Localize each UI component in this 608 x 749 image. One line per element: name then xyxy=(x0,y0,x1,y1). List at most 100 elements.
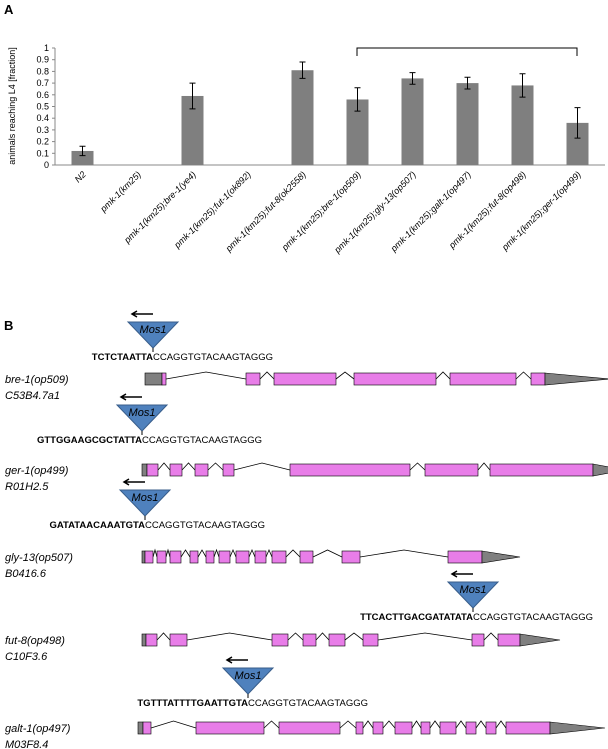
intron xyxy=(382,720,396,729)
exon xyxy=(142,721,152,735)
exon xyxy=(254,550,267,564)
transposon xyxy=(221,667,275,695)
exon xyxy=(273,372,337,386)
flank-sequence: TCTCTAATTA xyxy=(92,352,153,363)
error-bar xyxy=(464,76,471,90)
intron xyxy=(312,549,343,558)
intron xyxy=(409,462,426,471)
transposon-label: Mos1 xyxy=(129,407,156,419)
intron xyxy=(435,371,451,380)
intron xyxy=(152,548,158,558)
utr-tail xyxy=(519,633,561,647)
intron xyxy=(229,548,237,558)
allele-label: gly-13(op507) xyxy=(5,552,73,564)
exon xyxy=(169,550,182,564)
exon xyxy=(362,633,379,647)
error-bar xyxy=(574,107,581,139)
exon xyxy=(189,550,199,564)
bar xyxy=(456,83,479,165)
y-tick-label: 0.2 xyxy=(36,137,49,147)
y-tick-label: 0.9 xyxy=(36,55,49,65)
exon xyxy=(245,372,261,386)
arrow xyxy=(130,310,153,318)
exon xyxy=(424,463,479,477)
flank-sequence: GTTGGAAGCGCTATTA xyxy=(37,435,142,446)
flank-sequence: GATATAACAAATGTA xyxy=(49,520,145,531)
exon xyxy=(485,721,497,735)
transposon xyxy=(126,321,180,349)
intron xyxy=(455,720,467,729)
intron xyxy=(495,720,507,729)
y-axis-label: animals reaching L4 [fraction] xyxy=(7,47,17,165)
intron xyxy=(259,371,275,380)
sequence: CCAGGTGTACAAGTAGGG xyxy=(153,352,273,363)
utr-tail xyxy=(481,550,521,564)
intron xyxy=(362,720,374,729)
intron xyxy=(233,462,291,471)
error-bar xyxy=(409,72,416,85)
y-tick-label: 0.6 xyxy=(36,90,49,100)
intron xyxy=(359,549,449,558)
utr-tail xyxy=(544,372,608,386)
arrow xyxy=(450,570,473,578)
intron xyxy=(181,462,196,471)
bar xyxy=(346,99,369,165)
y-tick-label: 0.5 xyxy=(36,102,49,112)
y-tick-label: 1 xyxy=(44,43,49,53)
exon xyxy=(530,372,546,386)
transposon-label: Mos1 xyxy=(140,324,167,336)
sequence: CCAGGTGTACAAGTAGGG xyxy=(473,612,593,623)
transposon-label: Mos1 xyxy=(132,492,159,504)
intron xyxy=(377,632,473,641)
transposon-label: Mos1 xyxy=(235,670,262,682)
sequence: CCAGGTGTACAAGTAGGG xyxy=(145,520,265,531)
panel-label: A xyxy=(4,2,14,17)
x-tick-label: pmk-1(km25) xyxy=(98,169,143,214)
transposon xyxy=(446,581,500,609)
exon xyxy=(355,721,364,735)
intron xyxy=(335,371,355,380)
arrow xyxy=(225,656,248,664)
exon xyxy=(278,721,341,735)
intron xyxy=(186,632,273,641)
intron xyxy=(344,632,364,641)
exon xyxy=(235,550,250,564)
panel-label: B xyxy=(4,318,13,333)
intron xyxy=(213,548,220,558)
intron xyxy=(165,548,171,558)
exon xyxy=(489,463,594,477)
bar xyxy=(566,122,589,165)
y-tick-label: 0.4 xyxy=(36,113,49,123)
intron xyxy=(263,720,280,729)
bar xyxy=(181,95,204,165)
bar xyxy=(511,85,534,165)
exon xyxy=(299,550,314,564)
bar xyxy=(401,78,424,165)
exon xyxy=(341,550,361,564)
bracket xyxy=(356,47,578,56)
transposon xyxy=(115,404,169,432)
intron xyxy=(180,549,191,558)
intron xyxy=(265,548,273,558)
exon xyxy=(439,721,457,735)
intron xyxy=(515,371,532,380)
x-tick-label: N2 xyxy=(73,169,88,184)
utr xyxy=(137,721,144,735)
utr-tail xyxy=(592,463,608,477)
gene-id-label: R01H2.5 xyxy=(5,481,49,493)
exon xyxy=(394,721,413,735)
exon xyxy=(471,633,485,647)
intron xyxy=(475,720,487,729)
exon xyxy=(449,372,517,386)
error-bar xyxy=(299,61,306,79)
utr xyxy=(144,372,163,386)
intron xyxy=(207,462,224,471)
intron xyxy=(165,371,247,380)
intron xyxy=(483,632,499,641)
intron xyxy=(197,549,207,558)
exon xyxy=(271,550,287,564)
exon xyxy=(420,721,431,735)
y-tick-label: 0 xyxy=(44,160,49,170)
gene-id-label: B0416.6 xyxy=(5,568,47,580)
